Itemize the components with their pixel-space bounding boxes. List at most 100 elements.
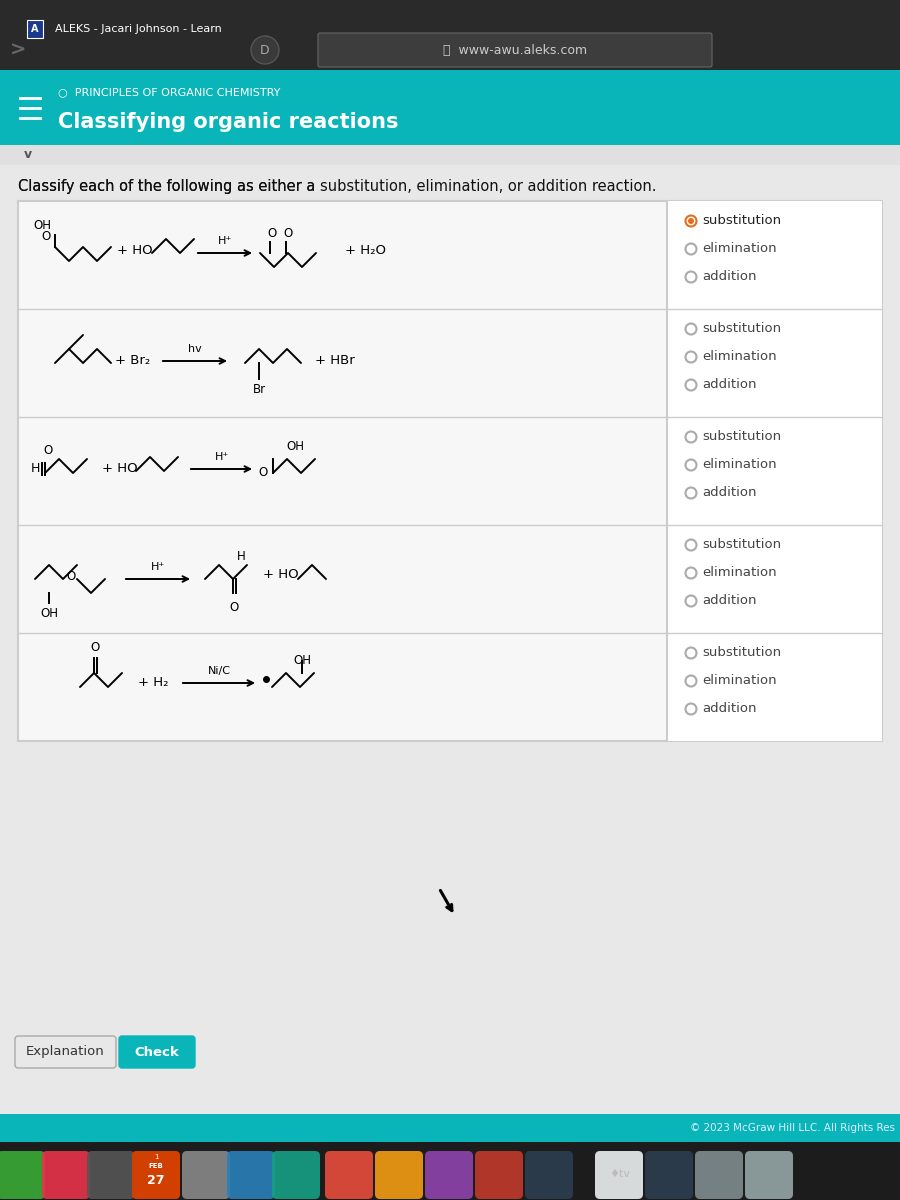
FancyBboxPatch shape — [667, 526, 882, 634]
Text: OH: OH — [33, 218, 51, 232]
Text: elimination: elimination — [702, 350, 777, 364]
Circle shape — [686, 540, 697, 551]
Circle shape — [686, 703, 697, 714]
Text: O: O — [230, 601, 238, 614]
Text: © 2023 McGraw Hill LLC. All Rights Res: © 2023 McGraw Hill LLC. All Rights Res — [690, 1123, 895, 1133]
FancyBboxPatch shape — [667, 634, 882, 740]
Circle shape — [686, 379, 697, 390]
FancyBboxPatch shape — [667, 416, 882, 526]
FancyBboxPatch shape — [0, 70, 900, 145]
FancyBboxPatch shape — [745, 1151, 793, 1199]
FancyBboxPatch shape — [595, 1151, 643, 1199]
Circle shape — [251, 36, 279, 64]
Text: + H₂O: + H₂O — [345, 245, 386, 258]
FancyBboxPatch shape — [182, 1151, 230, 1199]
FancyBboxPatch shape — [119, 1036, 195, 1068]
FancyBboxPatch shape — [27, 20, 43, 38]
Text: addition: addition — [702, 702, 757, 715]
FancyBboxPatch shape — [525, 1151, 573, 1199]
Text: A: A — [32, 24, 39, 34]
Text: v: v — [24, 149, 32, 162]
FancyBboxPatch shape — [0, 1142, 900, 1200]
Text: Ni/C: Ni/C — [208, 666, 230, 676]
Text: substitution: substitution — [702, 323, 781, 336]
Circle shape — [686, 352, 697, 362]
Circle shape — [686, 324, 697, 335]
FancyBboxPatch shape — [318, 32, 712, 67]
Text: hv: hv — [188, 344, 202, 354]
Text: Explanation: Explanation — [25, 1045, 104, 1058]
Text: substitution: substitution — [702, 647, 781, 660]
Text: 27: 27 — [148, 1174, 165, 1187]
Circle shape — [686, 595, 697, 606]
FancyBboxPatch shape — [18, 200, 882, 740]
Text: elimination: elimination — [702, 674, 777, 688]
Circle shape — [686, 432, 697, 443]
Circle shape — [686, 460, 697, 470]
Text: OH: OH — [286, 440, 304, 452]
Text: O: O — [90, 641, 100, 654]
FancyBboxPatch shape — [15, 1036, 116, 1068]
Text: Check: Check — [135, 1045, 179, 1058]
Text: substitution: substitution — [702, 215, 781, 228]
Text: + HO: + HO — [117, 245, 153, 258]
FancyBboxPatch shape — [475, 1151, 523, 1199]
Text: Classify each of the following as either a: Classify each of the following as either… — [18, 180, 320, 194]
Text: O: O — [258, 467, 267, 480]
Text: elimination: elimination — [702, 242, 777, 256]
Text: H⁺: H⁺ — [214, 452, 229, 462]
Text: + Br₂: + Br₂ — [115, 354, 150, 367]
FancyBboxPatch shape — [0, 145, 900, 164]
Circle shape — [686, 648, 697, 659]
Text: H: H — [237, 551, 246, 564]
Text: O: O — [43, 444, 52, 457]
Text: addition: addition — [702, 270, 757, 283]
Text: 1: 1 — [154, 1154, 158, 1160]
FancyBboxPatch shape — [425, 1151, 473, 1199]
FancyBboxPatch shape — [272, 1151, 320, 1199]
FancyBboxPatch shape — [325, 1151, 373, 1199]
Text: H⁺: H⁺ — [151, 562, 165, 572]
Circle shape — [686, 216, 697, 227]
FancyBboxPatch shape — [667, 308, 882, 416]
Text: + HO: + HO — [102, 462, 138, 475]
FancyBboxPatch shape — [0, 0, 900, 70]
FancyBboxPatch shape — [87, 1151, 135, 1199]
Text: FEB: FEB — [148, 1163, 164, 1169]
Text: substitution: substitution — [702, 539, 781, 552]
Text: OH: OH — [293, 654, 311, 667]
FancyBboxPatch shape — [132, 1151, 180, 1199]
Text: O: O — [284, 227, 292, 240]
Text: OH: OH — [40, 607, 58, 620]
Text: + HO: + HO — [263, 569, 299, 582]
Text: >: > — [10, 41, 26, 60]
Text: D: D — [260, 43, 270, 56]
FancyBboxPatch shape — [645, 1151, 693, 1199]
Circle shape — [686, 244, 697, 254]
Text: + H₂: + H₂ — [138, 677, 168, 690]
FancyBboxPatch shape — [375, 1151, 423, 1199]
Circle shape — [686, 676, 697, 686]
Circle shape — [686, 487, 697, 498]
Text: Classifying organic reactions: Classifying organic reactions — [58, 112, 399, 132]
Text: elimination: elimination — [702, 566, 777, 580]
Text: O: O — [66, 570, 76, 583]
Circle shape — [686, 271, 697, 282]
FancyBboxPatch shape — [695, 1151, 743, 1199]
Circle shape — [688, 218, 694, 224]
Text: H: H — [31, 462, 40, 475]
FancyBboxPatch shape — [667, 200, 882, 308]
Text: ♦tv: ♦tv — [609, 1169, 631, 1178]
Text: 🔒  www-awu.aleks.com: 🔒 www-awu.aleks.com — [443, 43, 587, 56]
FancyBboxPatch shape — [132, 1151, 180, 1199]
Text: substitution: substitution — [702, 431, 781, 444]
Text: addition: addition — [702, 486, 757, 499]
Text: ALEKS - Jacari Johnson - Learn: ALEKS - Jacari Johnson - Learn — [55, 24, 221, 34]
Text: O: O — [41, 230, 51, 242]
Text: addition: addition — [702, 378, 757, 391]
FancyBboxPatch shape — [0, 1151, 45, 1199]
Text: addition: addition — [702, 594, 757, 607]
Circle shape — [686, 568, 697, 578]
FancyBboxPatch shape — [42, 1151, 90, 1199]
Text: elimination: elimination — [702, 458, 777, 472]
